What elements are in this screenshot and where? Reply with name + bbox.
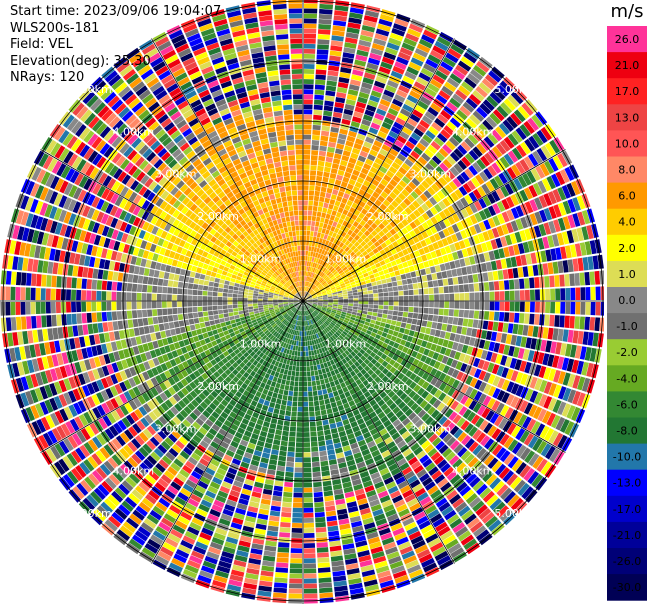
ppi-plot-area: 1.00km1.00km1.00km1.00km2.00km2.00km2.00… bbox=[0, 0, 647, 607]
